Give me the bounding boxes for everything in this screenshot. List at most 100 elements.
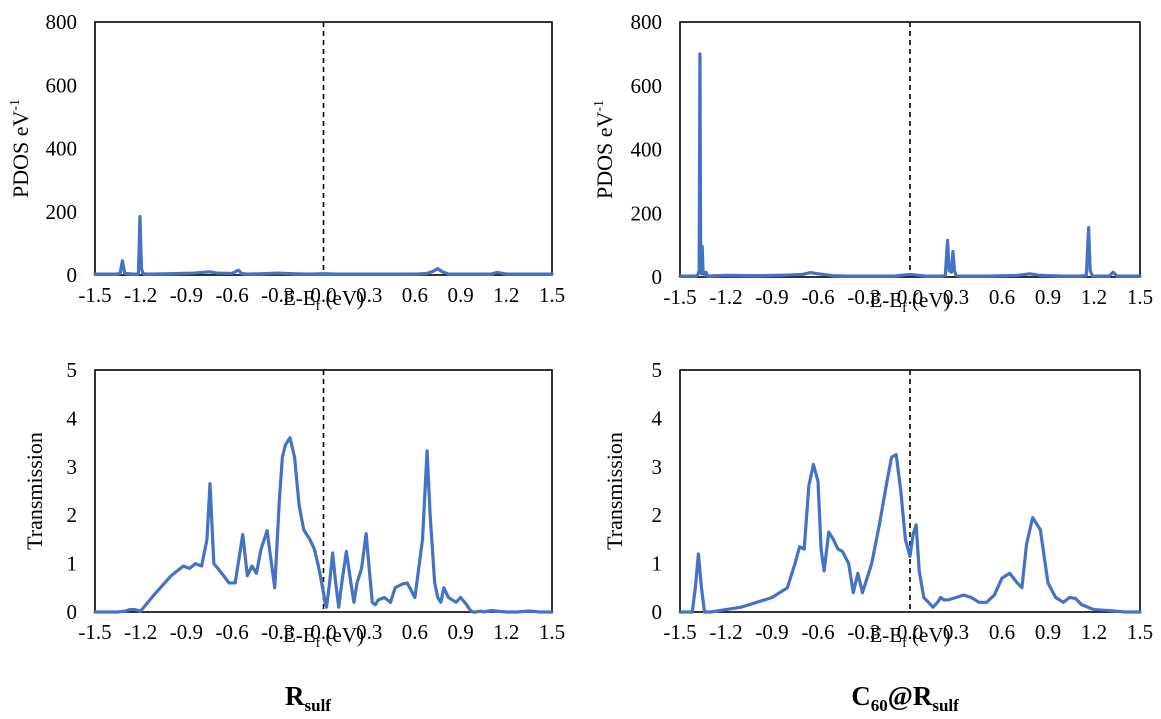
x-axis-label: E-Ef (eV) bbox=[283, 623, 364, 651]
x-tick-label: 1.5 bbox=[539, 283, 565, 307]
x-tick-label: 1.2 bbox=[1081, 620, 1107, 644]
caption-prefix-sub: 60 bbox=[871, 696, 888, 715]
caption-prefix: C bbox=[851, 681, 871, 711]
x-tick-label: -0.6 bbox=[801, 285, 834, 309]
y-tick-label: 600 bbox=[631, 74, 663, 98]
x-axis-label-sub: f bbox=[316, 636, 321, 651]
y-tick-label: 4 bbox=[652, 406, 663, 430]
y-tick-label: 0 bbox=[67, 263, 78, 287]
x-tick-label: 1.2 bbox=[493, 283, 519, 307]
x-tick-label: -0.3 bbox=[261, 283, 294, 307]
x-tick-label: 0.6 bbox=[402, 620, 428, 644]
y-tick-label: 0 bbox=[67, 600, 78, 624]
y-axis-label-main: PDOS eV bbox=[592, 112, 617, 200]
y-tick-label: 200 bbox=[46, 200, 78, 224]
y-tick-label: 600 bbox=[46, 73, 78, 97]
panel-rsulf-pdos: -1.5 -1.2 -0.9 -0.6 -0.3 0.0 0.3 0.6 0.9 1.2 1.5 0 2… bbox=[8, 10, 565, 314]
x-tick-label: 0.0 bbox=[310, 620, 336, 644]
x-tick-label: -0.9 bbox=[170, 283, 203, 307]
caption-main: R bbox=[285, 681, 305, 711]
y-axis-label: PDOS eV-1 bbox=[8, 99, 33, 198]
x-tick-label: 0.3 bbox=[943, 620, 969, 644]
series-line bbox=[678, 453, 1142, 614]
x-tick-label: 1.2 bbox=[1081, 285, 1107, 309]
y-tick-label: 2 bbox=[67, 503, 78, 527]
x-tick-label: 1.5 bbox=[539, 620, 565, 644]
x-tick-label: -1.2 bbox=[709, 285, 742, 309]
y-axis-label-main: Transmission bbox=[602, 432, 627, 550]
y-tick-label: 1 bbox=[652, 552, 663, 576]
caption-main: @R bbox=[888, 681, 933, 711]
x-tick-label: -1.5 bbox=[663, 285, 696, 309]
x-tick-label: -0.3 bbox=[847, 620, 880, 644]
y-tick-label: 400 bbox=[631, 138, 663, 162]
x-tick-label: 0.9 bbox=[447, 283, 473, 307]
y-axis-label: Transmission bbox=[22, 432, 47, 550]
x-axis-label: E-Ef (eV) bbox=[869, 288, 950, 316]
x-tick-label: -1.5 bbox=[663, 620, 696, 644]
y-axis-label: Transmission bbox=[602, 432, 627, 550]
x-axis-label: E-Ef (eV) bbox=[283, 286, 364, 314]
x-tick-label: 1.2 bbox=[493, 620, 519, 644]
x-axis-label-main: E-E bbox=[869, 623, 902, 647]
x-tick-label: -1.5 bbox=[78, 283, 111, 307]
y-tick-label: 0 bbox=[652, 265, 663, 289]
x-tick-label: 1.5 bbox=[1127, 620, 1153, 644]
x-tick-label: -1.5 bbox=[78, 620, 111, 644]
series-line bbox=[93, 436, 554, 614]
x-tick-label: -0.6 bbox=[215, 283, 248, 307]
x-axis-label-main: E-E bbox=[283, 286, 316, 310]
series-line bbox=[93, 214, 554, 276]
x-axis-label-unit: (eV) bbox=[907, 623, 951, 647]
x-tick-label: -0.6 bbox=[801, 620, 834, 644]
x-tick-label: 0.9 bbox=[447, 620, 473, 644]
x-tick-label: -1.2 bbox=[124, 283, 157, 307]
x-tick-label: 0.3 bbox=[943, 285, 969, 309]
x-tick-label: -1.2 bbox=[709, 620, 742, 644]
x-tick-label: 0.6 bbox=[989, 285, 1015, 309]
x-tick-label: -0.3 bbox=[847, 285, 880, 309]
y-axis-label-main: PDOS eV bbox=[8, 111, 33, 199]
caption-sub: sulf bbox=[305, 696, 332, 715]
x-tick-label: 0.3 bbox=[356, 283, 382, 307]
y-axis-label-main: Transmission bbox=[22, 432, 47, 550]
x-tick-label: 0.3 bbox=[356, 620, 382, 644]
x-axis-label-sub: f bbox=[316, 299, 321, 314]
x-tick-label: 0.9 bbox=[1035, 620, 1061, 644]
x-tick-label: 0.0 bbox=[897, 285, 923, 309]
y-tick-label: 3 bbox=[67, 455, 78, 479]
x-tick-label: 0.6 bbox=[989, 620, 1015, 644]
y-tick-label: 800 bbox=[631, 10, 663, 34]
y-tick-label: 0 bbox=[652, 600, 663, 624]
x-axis-label-unit: (eV) bbox=[320, 623, 364, 647]
x-tick-label: -0.6 bbox=[215, 620, 248, 644]
series-line bbox=[678, 52, 1142, 278]
x-tick-label: 0.0 bbox=[897, 620, 923, 644]
y-tick-label: 2 bbox=[652, 503, 663, 527]
x-axis-label-unit: (eV) bbox=[320, 286, 364, 310]
y-tick-label: 4 bbox=[67, 406, 78, 430]
y-axis-label-sup: -1 bbox=[592, 100, 607, 112]
x-tick-label: -0.9 bbox=[755, 285, 788, 309]
y-tick-label: 3 bbox=[652, 455, 663, 479]
x-tick-label: 0.6 bbox=[402, 283, 428, 307]
x-axis-label-main: E-E bbox=[283, 623, 316, 647]
x-tick-label: -0.9 bbox=[170, 620, 203, 644]
y-tick-label: 800 bbox=[46, 10, 78, 34]
y-axis-label-sup: -1 bbox=[8, 99, 23, 111]
x-tick-label: -1.2 bbox=[124, 620, 157, 644]
y-tick-label: 5 bbox=[67, 358, 78, 382]
y-axis-label: PDOS eV-1 bbox=[592, 100, 617, 199]
y-tick-label: 1 bbox=[67, 552, 78, 576]
x-axis-label-unit: (eV) bbox=[907, 288, 951, 312]
x-tick-label: -0.3 bbox=[261, 620, 294, 644]
panel-c60-pdos: -1.5 -1.2 -0.9 -0.6 -0.3 0.0 0.3 0.6 0.9 1.2 1.5 0 2… bbox=[592, 10, 1153, 316]
panel-c60-transmission: -1.5 -1.2 -0.9 -0.6 -0.3 0.0 0.3 0.6 0.9 1.2 1.5 0 1… bbox=[602, 358, 1153, 715]
x-tick-label: 1.5 bbox=[1127, 285, 1153, 309]
caption-sub: sulf bbox=[932, 696, 959, 715]
x-axis-label-sub: f bbox=[902, 636, 907, 651]
y-tick-label: 400 bbox=[46, 137, 78, 161]
x-axis-label-sub: f bbox=[902, 301, 907, 316]
x-tick-label: 0.9 bbox=[1035, 285, 1061, 309]
